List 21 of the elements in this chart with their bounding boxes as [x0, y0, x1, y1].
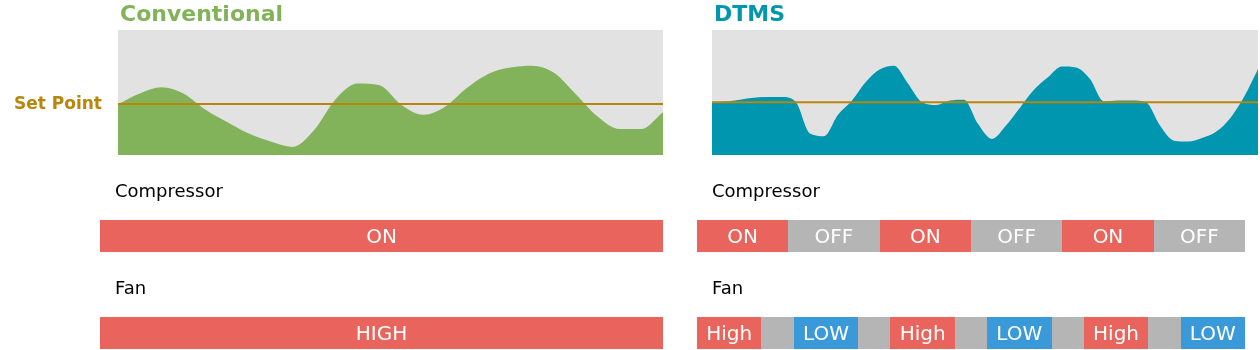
- chart-title: Conventional: [119, 0, 285, 28]
- text: Fan: [712, 276, 745, 300]
- category-label: ON: [100, 220, 663, 252]
- category-label: ON: [879, 220, 971, 252]
- category-label: High: [890, 317, 955, 349]
- category-label: LOW: [1180, 317, 1245, 349]
- category-label: LOW: [793, 317, 859, 349]
- ref-line-label: Set Point: [13, 92, 102, 113]
- category-label: OFF: [788, 220, 880, 252]
- category-label: HIGH: [100, 317, 663, 349]
- category-label: ON: [697, 220, 789, 252]
- category-label: LOW: [987, 317, 1052, 349]
- text: Compressor: [115, 179, 224, 203]
- category-label: High: [697, 317, 762, 349]
- category-label: OFF: [970, 220, 1063, 252]
- text: Fan: [115, 276, 148, 300]
- category-label: High: [1083, 317, 1149, 349]
- category-label: ON: [1062, 220, 1154, 252]
- text: Compressor: [712, 179, 821, 203]
- chart-title: DTMS: [713, 0, 786, 28]
- category-label: OFF: [1153, 220, 1245, 252]
